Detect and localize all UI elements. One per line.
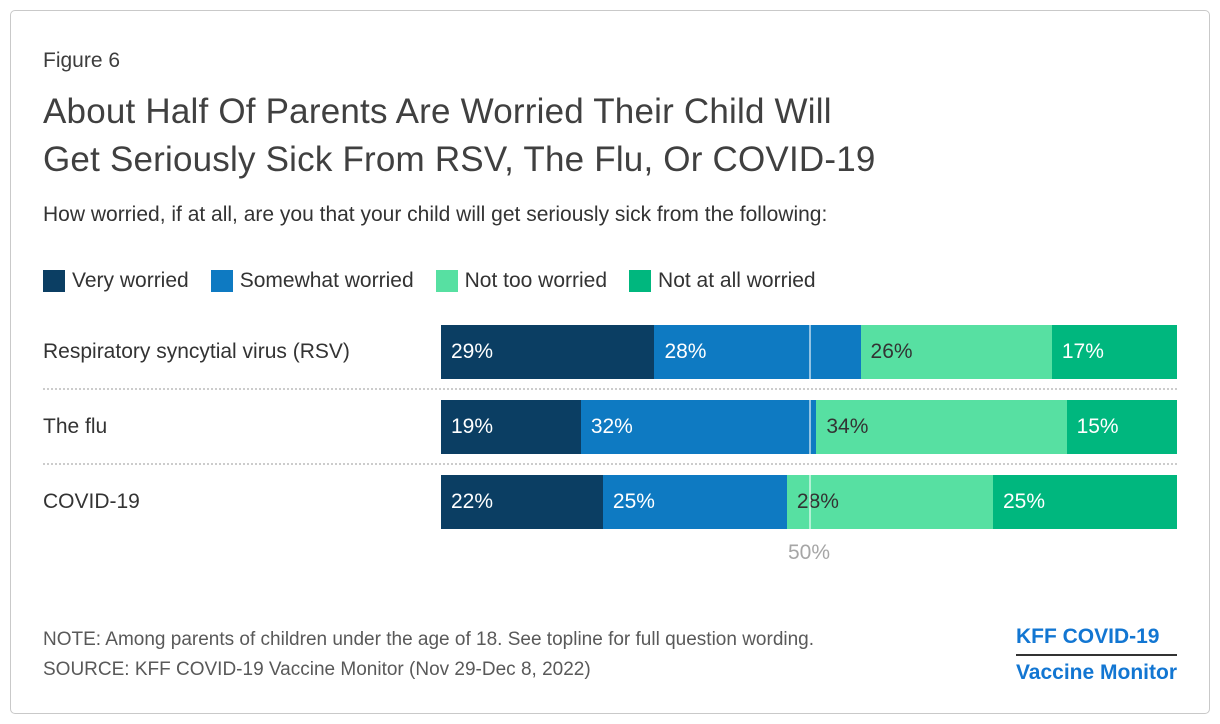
bar-value-label: 15% [1076, 415, 1119, 438]
bar-segment: 34% [816, 400, 1067, 454]
chart-rows: Respiratory syncytial virus (RSV) 29% 28% 2… [43, 325, 1177, 529]
bar-value-label: 17% [1061, 340, 1104, 363]
kff-logo-line2: Vaccine Monitor [1015, 661, 1177, 684]
bar-stack: 22% 25% 28% 25% [441, 475, 1177, 529]
legend-swatch [629, 270, 652, 292]
bar-value-label: 22% [451, 490, 494, 513]
figure-card: Figure 6 About Half Of Parents Are Worri… [10, 10, 1210, 714]
bar-value-label: 28% [664, 340, 707, 363]
row-label: The flu [43, 415, 108, 438]
chart-row: Respiratory syncytial virus (RSV) 29% 28% 2… [43, 325, 1177, 379]
bar-segment: 26% [860, 325, 1052, 379]
reference-line-50 [809, 400, 811, 454]
footnotes: NOTE: Among parents of children under th… [43, 625, 814, 685]
bar-segment: 25% [602, 475, 787, 529]
bar-value-label: 34% [826, 415, 869, 438]
source-text: SOURCE: KFF COVID-19 Vaccine Monitor (No… [43, 659, 591, 680]
bar-segment: 17% [1051, 325, 1177, 379]
bar-segment: 29% [441, 325, 655, 379]
bar-value-label: 26% [870, 340, 913, 363]
legend-label: Not at all worried [658, 269, 816, 292]
legend-label: Somewhat worried [239, 269, 414, 292]
bar-stack: 29% 28% 26% 17% [441, 325, 1177, 379]
bar-segment: 28% [786, 475, 993, 529]
legend-swatch [210, 270, 233, 292]
bar-stack: 19% 32% 34% 15% [441, 400, 1177, 454]
chart-title-line1: About Half Of Parents Are Worried Their … [43, 92, 832, 131]
bar-segment: 19% [441, 400, 581, 454]
chart-row: The flu 19% 32% 34% 15% [43, 400, 1177, 454]
axis-tick-label-50: 50% [787, 541, 831, 564]
row-separator [43, 463, 1177, 465]
bar-value-label: 25% [612, 490, 655, 513]
bar-segment: 25% [992, 475, 1177, 529]
note-text: NOTE: Among parents of children under th… [43, 629, 815, 650]
bar-value-label: 29% [451, 340, 494, 363]
kff-logo-line1: KFF COVID-19 [1015, 625, 1177, 656]
legend-label: Very worried [72, 269, 189, 292]
chart-row: COVID-19 22% 25% 28% 25% [43, 475, 1177, 529]
row-label: COVID-19 [43, 490, 140, 513]
figure-label: Figure 6 [43, 49, 121, 72]
legend-label: Not too worried [464, 269, 608, 292]
legend: Very worried Somewhat worried Not too worr… [43, 269, 1177, 293]
axis-row: 50% [441, 541, 1177, 571]
bar-value-label: 19% [451, 415, 494, 438]
bar-value-label: 32% [590, 415, 633, 438]
reference-line-50 [809, 475, 811, 529]
bar-value-label: 28% [796, 490, 839, 513]
legend-item: Very worried [43, 269, 189, 293]
figure-footer: NOTE: Among parents of children under th… [43, 625, 1177, 685]
bar-value-label: 25% [1002, 490, 1046, 513]
chart-title: About Half Of Parents Are Worried Their … [43, 88, 1177, 184]
bar-segment: 28% [654, 325, 861, 379]
kff-logo: KFF COVID-19 Vaccine Monitor [1015, 625, 1177, 685]
bar-segment: 15% [1066, 400, 1177, 454]
chart-subtitle: How worried, if at all, are you that you… [43, 203, 828, 226]
legend-item: Somewhat worried [210, 269, 414, 293]
legend-swatch [43, 270, 65, 292]
legend-swatch [435, 270, 458, 292]
legend-item: Not at all worried [629, 269, 816, 293]
row-label: Respiratory syncytial virus (RSV) [43, 340, 350, 363]
bar-segment: 32% [580, 400, 817, 454]
row-separator [43, 388, 1177, 390]
chart-title-line2: Get Seriously Sick From RSV, The Flu, Or… [43, 140, 876, 179]
legend-item: Not too worried [435, 269, 608, 293]
bar-segment: 22% [441, 475, 603, 529]
reference-line-50 [809, 325, 811, 379]
